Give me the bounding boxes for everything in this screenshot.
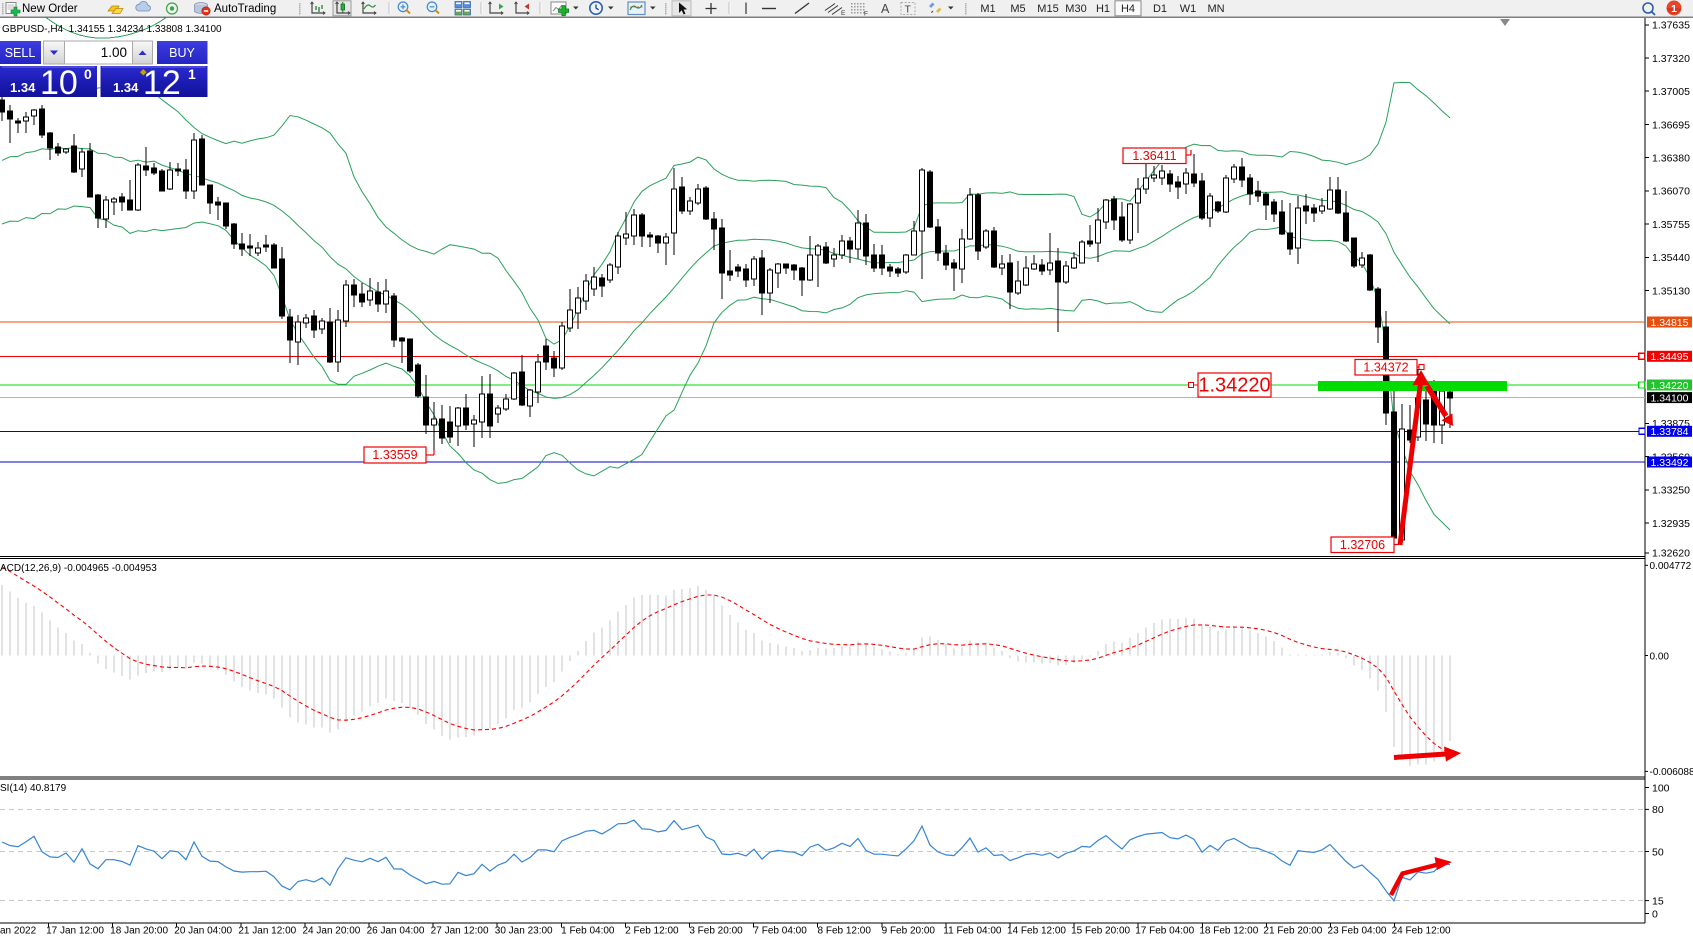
- svg-text:T: T: [905, 4, 912, 16]
- svg-text:1.34: 1.34: [10, 80, 36, 95]
- svg-text:24 Feb 12:00: 24 Feb 12:00: [1392, 926, 1451, 937]
- svg-text:50: 50: [1652, 846, 1664, 858]
- svg-text:New Order: New Order: [22, 3, 78, 15]
- svg-text:14 Feb 12:00: 14 Feb 12:00: [1007, 926, 1066, 937]
- svg-text:1.33492: 1.33492: [1651, 457, 1689, 469]
- svg-text:-0.006088: -0.006088: [1650, 767, 1693, 778]
- svg-text:20 Jan 04:00: 20 Jan 04:00: [174, 926, 232, 937]
- svg-text:H1: H1: [1096, 3, 1110, 15]
- svg-text:26 Jan 04:00: 26 Jan 04:00: [367, 926, 425, 937]
- svg-text:M15: M15: [1037, 3, 1058, 15]
- svg-text:1.32935: 1.32935: [1652, 518, 1690, 530]
- svg-text:17 Feb 04:00: 17 Feb 04:00: [1135, 926, 1194, 937]
- svg-text:AutoTrading: AutoTrading: [214, 3, 276, 15]
- svg-text:H4: H4: [1121, 3, 1135, 15]
- svg-text:8 Feb 12:00: 8 Feb 12:00: [818, 926, 872, 937]
- svg-text:7 Feb 04:00: 7 Feb 04:00: [753, 926, 807, 937]
- svg-text:21 Jan 12:00: 21 Jan 12:00: [238, 926, 296, 937]
- svg-text:W1: W1: [1180, 3, 1197, 15]
- svg-text:MN: MN: [1207, 3, 1224, 15]
- svg-text:30 Jan 23:00: 30 Jan 23:00: [495, 926, 553, 937]
- svg-text:1.34372: 1.34372: [1363, 360, 1408, 374]
- svg-text:M30: M30: [1065, 3, 1086, 15]
- svg-text:1.33250: 1.33250: [1652, 485, 1690, 497]
- svg-text:0.00: 0.00: [1650, 651, 1670, 662]
- svg-text:0.004772: 0.004772: [1650, 561, 1692, 572]
- svg-text:1.34100: 1.34100: [1651, 392, 1689, 404]
- svg-text:27 Jan 12:00: 27 Jan 12:00: [431, 926, 489, 937]
- svg-text:21 Feb 20:00: 21 Feb 20:00: [1263, 926, 1322, 937]
- svg-text:1.34220: 1.34220: [1198, 375, 1270, 397]
- svg-text:1.36380: 1.36380: [1652, 153, 1690, 165]
- svg-text:1.32706: 1.32706: [1340, 538, 1385, 552]
- svg-text:0: 0: [84, 66, 92, 82]
- svg-text:18 Jan 20:00: 18 Jan 20:00: [110, 926, 168, 937]
- svg-text:D1: D1: [1153, 3, 1167, 15]
- svg-text:1 Feb 04:00: 1 Feb 04:00: [561, 926, 615, 937]
- svg-text:1.35130: 1.35130: [1652, 285, 1690, 297]
- svg-text:GBPUSD-,H4 1.34155 1.34234 1.: GBPUSD-,H4 1.34155 1.34234 1.33808 1.341…: [2, 24, 222, 35]
- svg-text:1.37005: 1.37005: [1652, 86, 1690, 98]
- svg-text:0: 0: [1652, 908, 1658, 920]
- svg-text:M1: M1: [980, 3, 995, 15]
- svg-text:23 Feb 04:00: 23 Feb 04:00: [1328, 926, 1387, 937]
- svg-text:an 2022: an 2022: [0, 926, 37, 937]
- svg-text:12: 12: [143, 64, 181, 102]
- svg-text:1: 1: [1671, 3, 1677, 15]
- svg-text:1.34815: 1.34815: [1651, 317, 1689, 329]
- svg-text:ACD(12,26,9) -0.004965 -0.0049: ACD(12,26,9) -0.004965 -0.004953: [0, 563, 157, 574]
- svg-text:3 Feb 20:00: 3 Feb 20:00: [689, 926, 743, 937]
- svg-text:SI(14) 40.8179: SI(14) 40.8179: [0, 783, 67, 794]
- svg-text:1: 1: [188, 66, 196, 82]
- svg-text:1.36695: 1.36695: [1652, 119, 1690, 131]
- svg-text:1.36411: 1.36411: [1132, 149, 1176, 163]
- svg-text:1.33784: 1.33784: [1651, 426, 1689, 438]
- svg-text:1.00: 1.00: [101, 45, 127, 60]
- svg-text:11 Feb 04:00: 11 Feb 04:00: [943, 926, 1002, 937]
- svg-text:1.34220: 1.34220: [1651, 380, 1689, 392]
- svg-text:1.35755: 1.35755: [1652, 219, 1690, 231]
- svg-text:24 Jan 20:00: 24 Jan 20:00: [302, 926, 360, 937]
- svg-text:17 Jan 12:00: 17 Jan 12:00: [46, 926, 104, 937]
- svg-text:1.36070: 1.36070: [1652, 186, 1690, 198]
- svg-text:1.35440: 1.35440: [1652, 252, 1690, 264]
- svg-text:100: 100: [1652, 782, 1670, 794]
- svg-text:9 Feb 20:00: 9 Feb 20:00: [882, 926, 936, 937]
- svg-text:15: 15: [1652, 895, 1664, 907]
- svg-text:1.34: 1.34: [113, 80, 139, 95]
- svg-text:2 Feb 12:00: 2 Feb 12:00: [625, 926, 679, 937]
- svg-text:SELL: SELL: [5, 46, 36, 60]
- svg-text:15 Feb 20:00: 15 Feb 20:00: [1071, 926, 1130, 937]
- svg-text:A: A: [881, 2, 890, 16]
- svg-text:M5: M5: [1010, 3, 1025, 15]
- svg-text:1.33559: 1.33559: [372, 448, 417, 462]
- svg-text:1.34495: 1.34495: [1651, 351, 1689, 363]
- svg-text:1.37635: 1.37635: [1652, 20, 1690, 32]
- svg-text:1.32620: 1.32620: [1652, 548, 1690, 560]
- svg-text:10: 10: [40, 64, 78, 102]
- svg-text:BUY: BUY: [169, 46, 195, 60]
- svg-text:80: 80: [1652, 804, 1664, 816]
- svg-text:18 Feb 12:00: 18 Feb 12:00: [1199, 926, 1258, 937]
- svg-text:F: F: [864, 11, 868, 18]
- svg-text:E: E: [841, 10, 846, 17]
- svg-text:1.37320: 1.37320: [1652, 53, 1690, 65]
